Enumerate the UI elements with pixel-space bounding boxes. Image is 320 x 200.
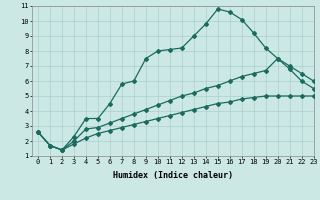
- X-axis label: Humidex (Indice chaleur): Humidex (Indice chaleur): [113, 171, 233, 180]
